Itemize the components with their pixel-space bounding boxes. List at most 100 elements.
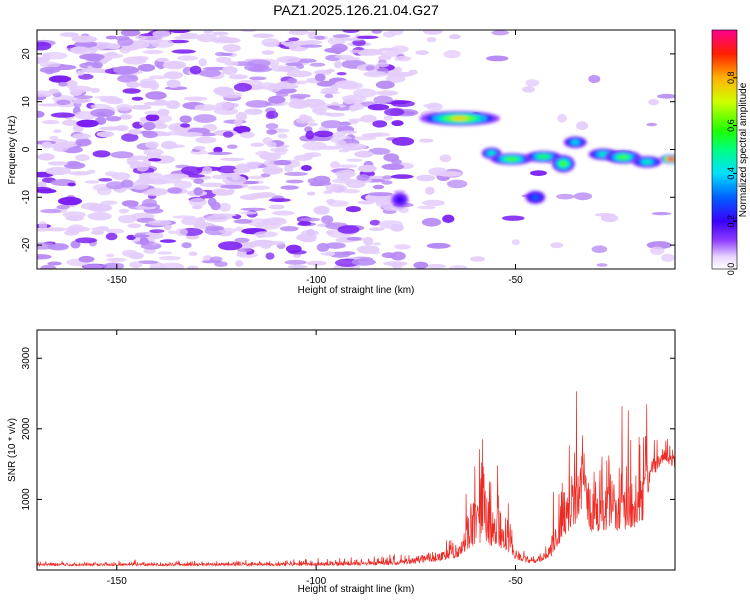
heatmap-noise-cell	[486, 55, 509, 62]
heatmap-noise-cell	[199, 182, 225, 188]
heatmap-noise-cell	[262, 137, 273, 145]
heatmap-contour	[538, 154, 549, 159]
heatmap-noise-cell	[167, 187, 183, 194]
heatmap-noise-cell	[212, 213, 237, 217]
heatmap-noise-cell	[289, 93, 311, 99]
colorbar-tick-label: 0.4	[726, 167, 736, 180]
heatmap-noise-cell	[75, 154, 90, 162]
heatmap-noise-cell	[133, 234, 150, 238]
heatmap-noise-cell	[415, 50, 429, 55]
heatmap-noise-cell	[442, 214, 455, 223]
heatmap-noise-cell	[449, 34, 461, 40]
heatmap-noise-cell	[195, 136, 217, 144]
heatmap-noise-cell	[588, 75, 601, 83]
heatmap-noise-cell	[66, 80, 78, 89]
y-tick-label: 1000	[21, 488, 32, 511]
heatmap-noise-cell	[41, 120, 60, 125]
heatmap-noise-cell	[268, 95, 286, 104]
x-tick-label: -150	[107, 275, 127, 286]
heatmap-noise-cell	[53, 143, 70, 152]
heatmap-noise-cell	[324, 251, 336, 256]
heatmap-noise-cell	[162, 60, 187, 70]
heatmap-noise-cell	[421, 217, 442, 227]
heatmap-noise-cell	[129, 261, 143, 269]
snr-x-label: Height of straight line (km)	[298, 584, 415, 595]
heatmap-noise-cell	[40, 61, 61, 68]
heatmap-noise-cell	[591, 245, 608, 253]
heatmap-noise-cell	[122, 88, 141, 94]
heatmap-noise-cell	[75, 237, 98, 244]
chart-title: PAZ1.2025.126.21.04.G27	[273, 2, 439, 18]
heatmap-noise-cell	[167, 230, 176, 234]
heatmap-noise-cell	[143, 248, 156, 254]
heatmap-noise-cell	[119, 114, 132, 120]
heatmap-noise-cell	[152, 155, 175, 164]
heatmap-noise-cell	[393, 189, 406, 194]
heatmap-noise-cell	[211, 174, 226, 180]
heatmap-noise-cell	[231, 173, 240, 181]
heatmap-noise-cell	[222, 131, 234, 138]
heatmap-noise-cell	[392, 66, 403, 73]
heatmap-noise-cell	[258, 82, 278, 90]
heatmap-noise-cell	[56, 99, 71, 106]
heatmap-noise-cell	[37, 110, 45, 118]
heatmap-noise-cell	[105, 116, 122, 122]
heatmap-noise-cell	[83, 263, 104, 269]
heatmap-noise-cell	[511, 239, 520, 246]
heatmap-signal-layer	[391, 111, 675, 207]
heatmap-noise-cell	[39, 66, 61, 74]
heatmap-noise-cell	[661, 253, 675, 262]
heatmap-noise-cell	[113, 66, 139, 75]
heatmap-noise-cell	[106, 257, 127, 262]
heatmap-noise-cell	[37, 186, 52, 192]
heatmap-x-label: Height of straight line (km)	[298, 285, 415, 296]
heatmap-noise-cell	[120, 30, 141, 37]
heatmap-noise-cell	[148, 75, 168, 80]
heatmap-contour	[559, 161, 568, 167]
heatmap-noise-cell	[215, 51, 226, 57]
heatmap-noise-cell	[646, 241, 672, 250]
heatmap-noise-cell	[376, 90, 399, 96]
heatmap-noise-cell	[363, 236, 374, 246]
heatmap-noise-cell	[105, 35, 118, 40]
heatmap-noise-cell	[240, 207, 266, 211]
heatmap-noise-cell	[334, 60, 343, 69]
heatmap-noise-cell	[381, 180, 393, 185]
heatmap-noise-cell	[390, 251, 406, 261]
heatmap-noise-cell	[266, 129, 277, 135]
colorbar: 0.0 0.2 0.4 0.6 0.8 Normalized spectral ampl…	[711, 29, 749, 275]
heatmap-noise-cell	[384, 108, 405, 117]
heatmap-noise-cell	[368, 192, 393, 197]
heatmap-noise-cell	[372, 184, 385, 190]
heatmap-noise-cell	[340, 37, 365, 41]
heatmap-noise-cell	[58, 82, 68, 87]
heatmap-noise-cell	[235, 111, 248, 121]
heatmap-noise-cell	[47, 261, 62, 266]
heatmap-noise-cell	[233, 119, 243, 127]
heatmap-noise-cell	[152, 30, 171, 38]
heatmap-noise-cell	[81, 67, 106, 73]
heatmap-noise-cell	[338, 149, 350, 153]
heatmap-noise-cell	[338, 56, 361, 61]
heatmap-noise-cell	[180, 123, 191, 128]
heatmap-noise-cell	[261, 38, 280, 47]
heatmap-noise-cell	[247, 66, 273, 73]
heatmap-noise-cell	[236, 163, 249, 172]
heatmap-noise-cell	[118, 208, 130, 214]
heatmap-noise-cell	[59, 32, 79, 37]
heatmap-noise-cell	[143, 122, 156, 131]
heatmap-noise-cell	[145, 141, 159, 149]
heatmap-noise-cell	[383, 115, 393, 121]
heatmap-noise-cell	[121, 133, 139, 142]
heatmap-noise-cell	[105, 253, 115, 258]
heatmap-noise-cell	[491, 30, 510, 36]
heatmap-noise-cell	[345, 206, 361, 213]
heatmap-noise-cell	[265, 123, 279, 130]
heatmap-noise-cell	[212, 39, 229, 44]
heatmap-noise-cell	[334, 131, 346, 137]
heatmap-noise-cell	[37, 57, 50, 63]
heatmap-noise-cell	[143, 101, 168, 106]
heatmap-noise-cell	[142, 131, 158, 139]
heatmap-noise-cell	[205, 215, 229, 223]
heatmap-noise-cell	[45, 166, 71, 176]
